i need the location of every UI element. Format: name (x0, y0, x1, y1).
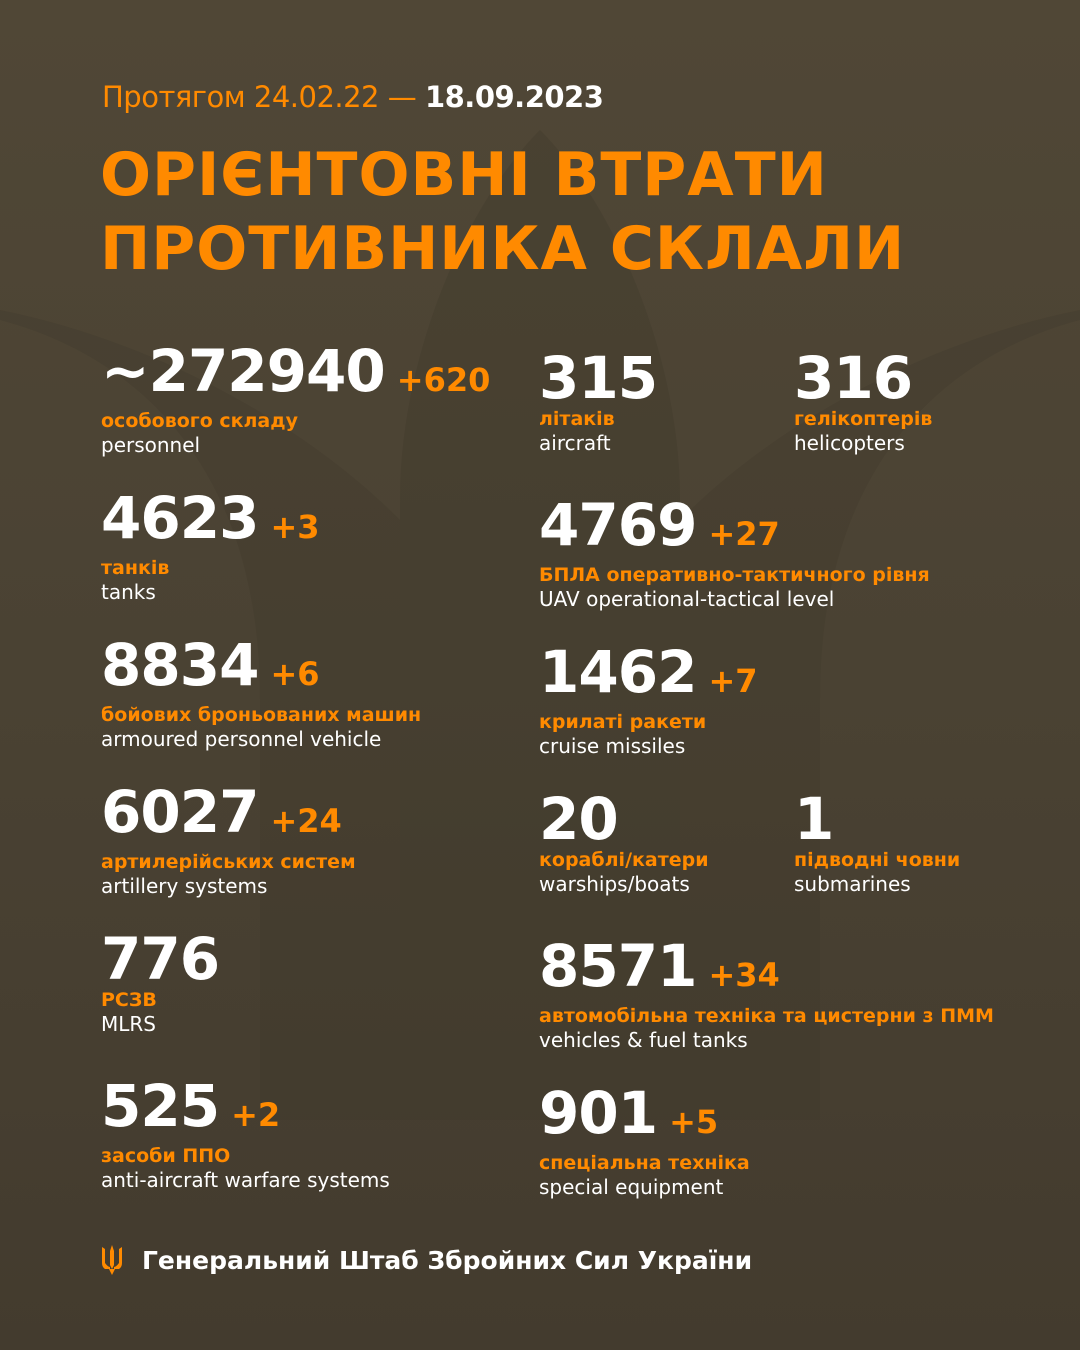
stat-number: 316 (794, 344, 913, 412)
stat-item: 1462 +7 крилаті ракети cruise missiles (539, 641, 758, 759)
stat-delta: +34 (708, 956, 780, 994)
stat-value: 4623 +3 (101, 487, 320, 558)
stat-value: 4769 +27 (539, 494, 930, 565)
trident-icon (102, 1245, 122, 1275)
stat-label-ua: бойових броньованих машин (101, 704, 422, 726)
stat-number: 1 (794, 785, 834, 853)
period-date: 18.09.2023 (424, 80, 604, 114)
stat-value: 525 +2 (101, 1075, 390, 1146)
page-title: ОРІЄНТОВНІ ВТРАТИ ПРОТИВНИКА СКЛАЛИ (100, 138, 905, 286)
stat-value: 8834 +6 (101, 634, 421, 705)
stat-number: 776 (101, 925, 220, 993)
stat-label-en: special equipment (539, 1175, 724, 1199)
stat-number: 4623 (101, 484, 259, 552)
stat-value: 315 (539, 344, 658, 412)
stat-number: 20 (539, 785, 619, 853)
stat-label-ua: РСЗВ (101, 989, 157, 1011)
stat-label-ua: засоби ППО (101, 1145, 231, 1167)
stat-label-en: armoured personnel vehicle (101, 727, 382, 751)
stat-label-ua: літаків (539, 408, 615, 430)
stat-item: 315 літаків aircraft (539, 344, 658, 456)
stat-label-ua: танків (101, 557, 170, 579)
period-prefix: Протягом 24.02.22 — (102, 80, 417, 114)
footer: Генеральний Штаб Збройних Сил України (100, 1245, 752, 1275)
stat-number: 1462 (539, 638, 697, 706)
title-line-2: ПРОТИВНИКА СКЛАЛИ (100, 214, 906, 284)
stat-label-en: submarines (794, 872, 911, 896)
stat-label-en: personnel (101, 433, 201, 457)
stat-item: 4769 +27 БПЛА оперативно-тактичного рівня… (539, 494, 930, 612)
stat-item: 6027 +24 артилерійських систем artillery … (101, 781, 356, 899)
stat-number: 315 (539, 344, 658, 412)
stat-label-ua: автомобільна техніка та цистерни з ПММ (539, 1005, 994, 1027)
stat-number: 8834 (101, 631, 259, 699)
stat-number: 525 (101, 1072, 220, 1140)
stat-label-ua: особового складу (101, 410, 298, 432)
stat-item: 901 +5 спеціальна техніка special equipme… (539, 1082, 750, 1200)
stat-number: 901 (539, 1079, 658, 1147)
stat-label-en: vehicles & fuel tanks (539, 1028, 748, 1052)
stat-item: 1 підводні човни submarines (794, 788, 960, 897)
stat-value: ~272940 +620 (101, 340, 490, 411)
stat-delta: +5 (669, 1103, 719, 1141)
stat-label-ua: кораблі/катери (539, 849, 709, 871)
period: Протягом 24.02.22 — 18.09.2023 (102, 80, 604, 114)
stat-label-en: artillery systems (101, 874, 268, 898)
stat-value: 316 (794, 347, 932, 409)
stat-number: 6027 (101, 778, 259, 846)
title-line-1: ОРІЄНТОВНІ ВТРАТИ (100, 140, 828, 210)
stat-label-en: helicopters (794, 431, 905, 455)
footer-org: Генеральний Штаб Збройних Сил України (142, 1245, 753, 1275)
stat-item: 525 +2 засоби ППО anti-aircraft warfare s… (101, 1075, 390, 1193)
stat-item: 8571 +34 автомобільна техніка та цистерни… (539, 935, 994, 1053)
stat-label-ua: БПЛА оперативно-тактичного рівня (539, 564, 930, 586)
stat-value: 8571 +34 (539, 935, 994, 1006)
stat-label-en: anti-aircraft warfare systems (101, 1168, 390, 1192)
stat-item: 8834 +6 бойових броньованих машин armoure… (101, 634, 421, 752)
stat-label-en: aircraft (539, 431, 611, 455)
stat-label-ua: гелікоптерів (794, 408, 933, 430)
stat-delta: +2 (231, 1096, 281, 1134)
stat-delta: +24 (270, 802, 342, 840)
stat-delta: +27 (708, 515, 780, 553)
stat-label-ua: спеціальна техніка (539, 1152, 750, 1174)
stat-delta: +3 (270, 508, 320, 546)
stat-item: 776 РСЗВ MLRS (101, 925, 220, 1037)
stat-label-en: cruise missiles (539, 734, 686, 758)
stat-item: ~272940 +620 особового складу personnel (101, 340, 490, 458)
stat-value: 6027 +24 (101, 781, 356, 852)
stat-number: ~272940 (101, 337, 386, 405)
stat-value: 776 (101, 925, 220, 993)
stat-label-en: tanks (101, 580, 156, 604)
stat-item: 4623 +3 танків tanks (101, 487, 320, 605)
stat-item: 316 гелікоптерів helicopters (794, 347, 932, 456)
stat-delta: +7 (708, 662, 758, 700)
stat-label-ua: артилерійських систем (101, 851, 356, 873)
stat-label-en: warships/boats (539, 872, 690, 896)
stat-label-ua: крилаті ракети (539, 711, 707, 733)
stat-item: 20 кораблі/катери warships/boats (539, 788, 709, 897)
stat-label-en: MLRS (101, 1012, 156, 1036)
stat-value: 20 (539, 788, 709, 850)
stat-value: 1462 +7 (539, 641, 758, 712)
stat-delta: +620 (396, 361, 491, 399)
stat-label-en: UAV operational-tactical level (539, 587, 835, 611)
stat-number: 4769 (539, 491, 697, 559)
stat-value: 901 +5 (539, 1082, 750, 1153)
stat-label-ua: підводні човни (794, 849, 961, 871)
stat-value: 1 (794, 788, 960, 850)
stat-number: 8571 (539, 932, 697, 1000)
stat-delta: +6 (270, 655, 320, 693)
